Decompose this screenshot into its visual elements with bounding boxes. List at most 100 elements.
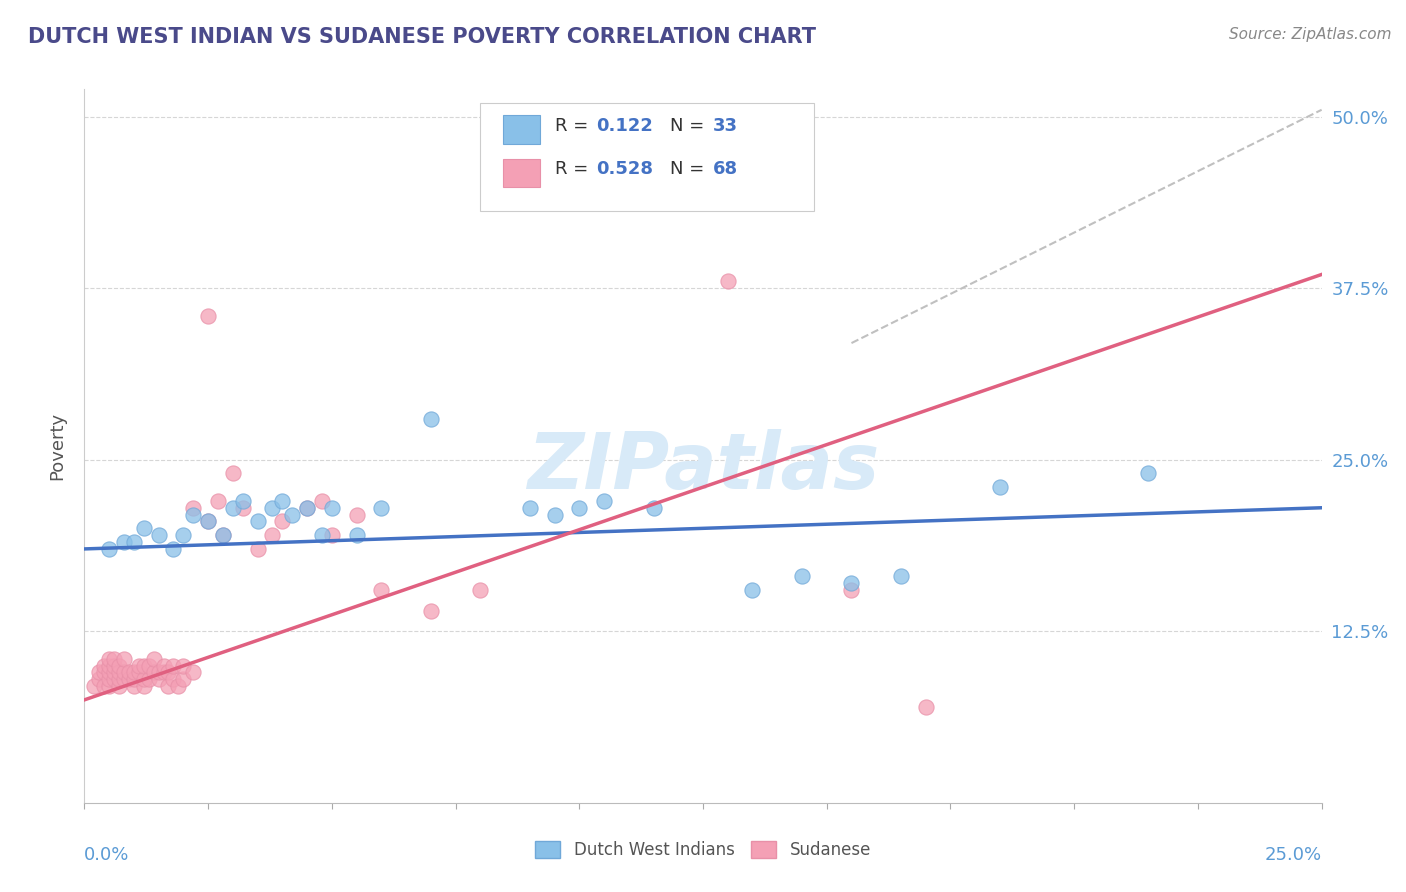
Point — [890, 569, 912, 583]
Point — [271, 494, 294, 508]
Point — [543, 508, 565, 522]
Point — [841, 583, 863, 598]
Point — [321, 500, 343, 515]
Point — [246, 515, 269, 529]
Point — [643, 500, 665, 515]
Point — [148, 673, 170, 687]
Point — [232, 500, 254, 515]
Point — [181, 665, 204, 680]
Text: 33: 33 — [713, 117, 738, 135]
Point — [295, 500, 318, 515]
Point — [593, 494, 616, 508]
Point — [197, 309, 219, 323]
Point — [103, 658, 125, 673]
Point — [197, 515, 219, 529]
Point — [172, 528, 194, 542]
Point — [281, 508, 304, 522]
Point — [167, 679, 190, 693]
Point — [181, 508, 204, 522]
Point — [103, 651, 125, 665]
Point — [112, 651, 135, 665]
Point — [112, 535, 135, 549]
Point — [122, 535, 145, 549]
Text: ZIPatlas: ZIPatlas — [527, 429, 879, 506]
Point — [271, 515, 294, 529]
Point — [311, 494, 333, 508]
Point — [103, 673, 125, 687]
Point — [108, 673, 131, 687]
Point — [118, 673, 141, 687]
Point — [132, 658, 155, 673]
Point — [118, 665, 141, 680]
Point — [222, 500, 245, 515]
Point — [122, 673, 145, 687]
Point — [138, 673, 160, 687]
Point — [1137, 467, 1160, 481]
Text: N =: N = — [669, 161, 710, 178]
Point — [212, 528, 235, 542]
Point — [419, 411, 441, 425]
Text: 0.0%: 0.0% — [84, 846, 129, 863]
Point — [89, 673, 111, 687]
Point — [98, 679, 121, 693]
Point — [122, 665, 145, 680]
Point — [108, 658, 131, 673]
Text: 25.0%: 25.0% — [1264, 846, 1322, 863]
Point — [89, 665, 111, 680]
Point — [162, 658, 184, 673]
Text: 68: 68 — [713, 161, 738, 178]
Point — [568, 500, 591, 515]
Text: DUTCH WEST INDIAN VS SUDANESE POVERTY CORRELATION CHART: DUTCH WEST INDIAN VS SUDANESE POVERTY CO… — [28, 27, 815, 46]
Point — [103, 665, 125, 680]
Point — [419, 604, 441, 618]
Point — [717, 274, 740, 288]
Point — [519, 500, 541, 515]
FancyBboxPatch shape — [502, 115, 540, 144]
Point — [98, 665, 121, 680]
Legend: Dutch West Indians, Sudanese: Dutch West Indians, Sudanese — [529, 834, 877, 866]
Point — [83, 679, 105, 693]
Point — [132, 521, 155, 535]
Point — [370, 583, 392, 598]
Point — [157, 679, 180, 693]
Point — [152, 658, 174, 673]
Point — [222, 467, 245, 481]
Text: 0.122: 0.122 — [596, 117, 654, 135]
Point — [128, 658, 150, 673]
Point — [181, 500, 204, 515]
Point — [212, 528, 235, 542]
Point — [98, 658, 121, 673]
Point — [148, 528, 170, 542]
Point — [162, 673, 184, 687]
Point — [138, 658, 160, 673]
Point — [790, 569, 813, 583]
Point — [132, 679, 155, 693]
Y-axis label: Poverty: Poverty — [48, 412, 66, 480]
Point — [98, 651, 121, 665]
Point — [246, 541, 269, 556]
Text: R =: R = — [554, 117, 593, 135]
Point — [162, 541, 184, 556]
Point — [148, 665, 170, 680]
Text: 0.528: 0.528 — [596, 161, 654, 178]
Point — [321, 528, 343, 542]
Point — [172, 658, 194, 673]
Point — [112, 665, 135, 680]
Point — [262, 500, 284, 515]
FancyBboxPatch shape — [502, 159, 540, 187]
Point — [172, 673, 194, 687]
Point — [142, 651, 165, 665]
Point — [112, 673, 135, 687]
Text: Source: ZipAtlas.com: Source: ZipAtlas.com — [1229, 27, 1392, 42]
Point — [207, 494, 229, 508]
Point — [470, 583, 492, 598]
Point — [370, 500, 392, 515]
Point — [232, 494, 254, 508]
Point — [262, 528, 284, 542]
Point — [108, 665, 131, 680]
Point — [346, 528, 368, 542]
Point — [93, 679, 115, 693]
Point — [128, 665, 150, 680]
Point — [152, 665, 174, 680]
Point — [132, 673, 155, 687]
